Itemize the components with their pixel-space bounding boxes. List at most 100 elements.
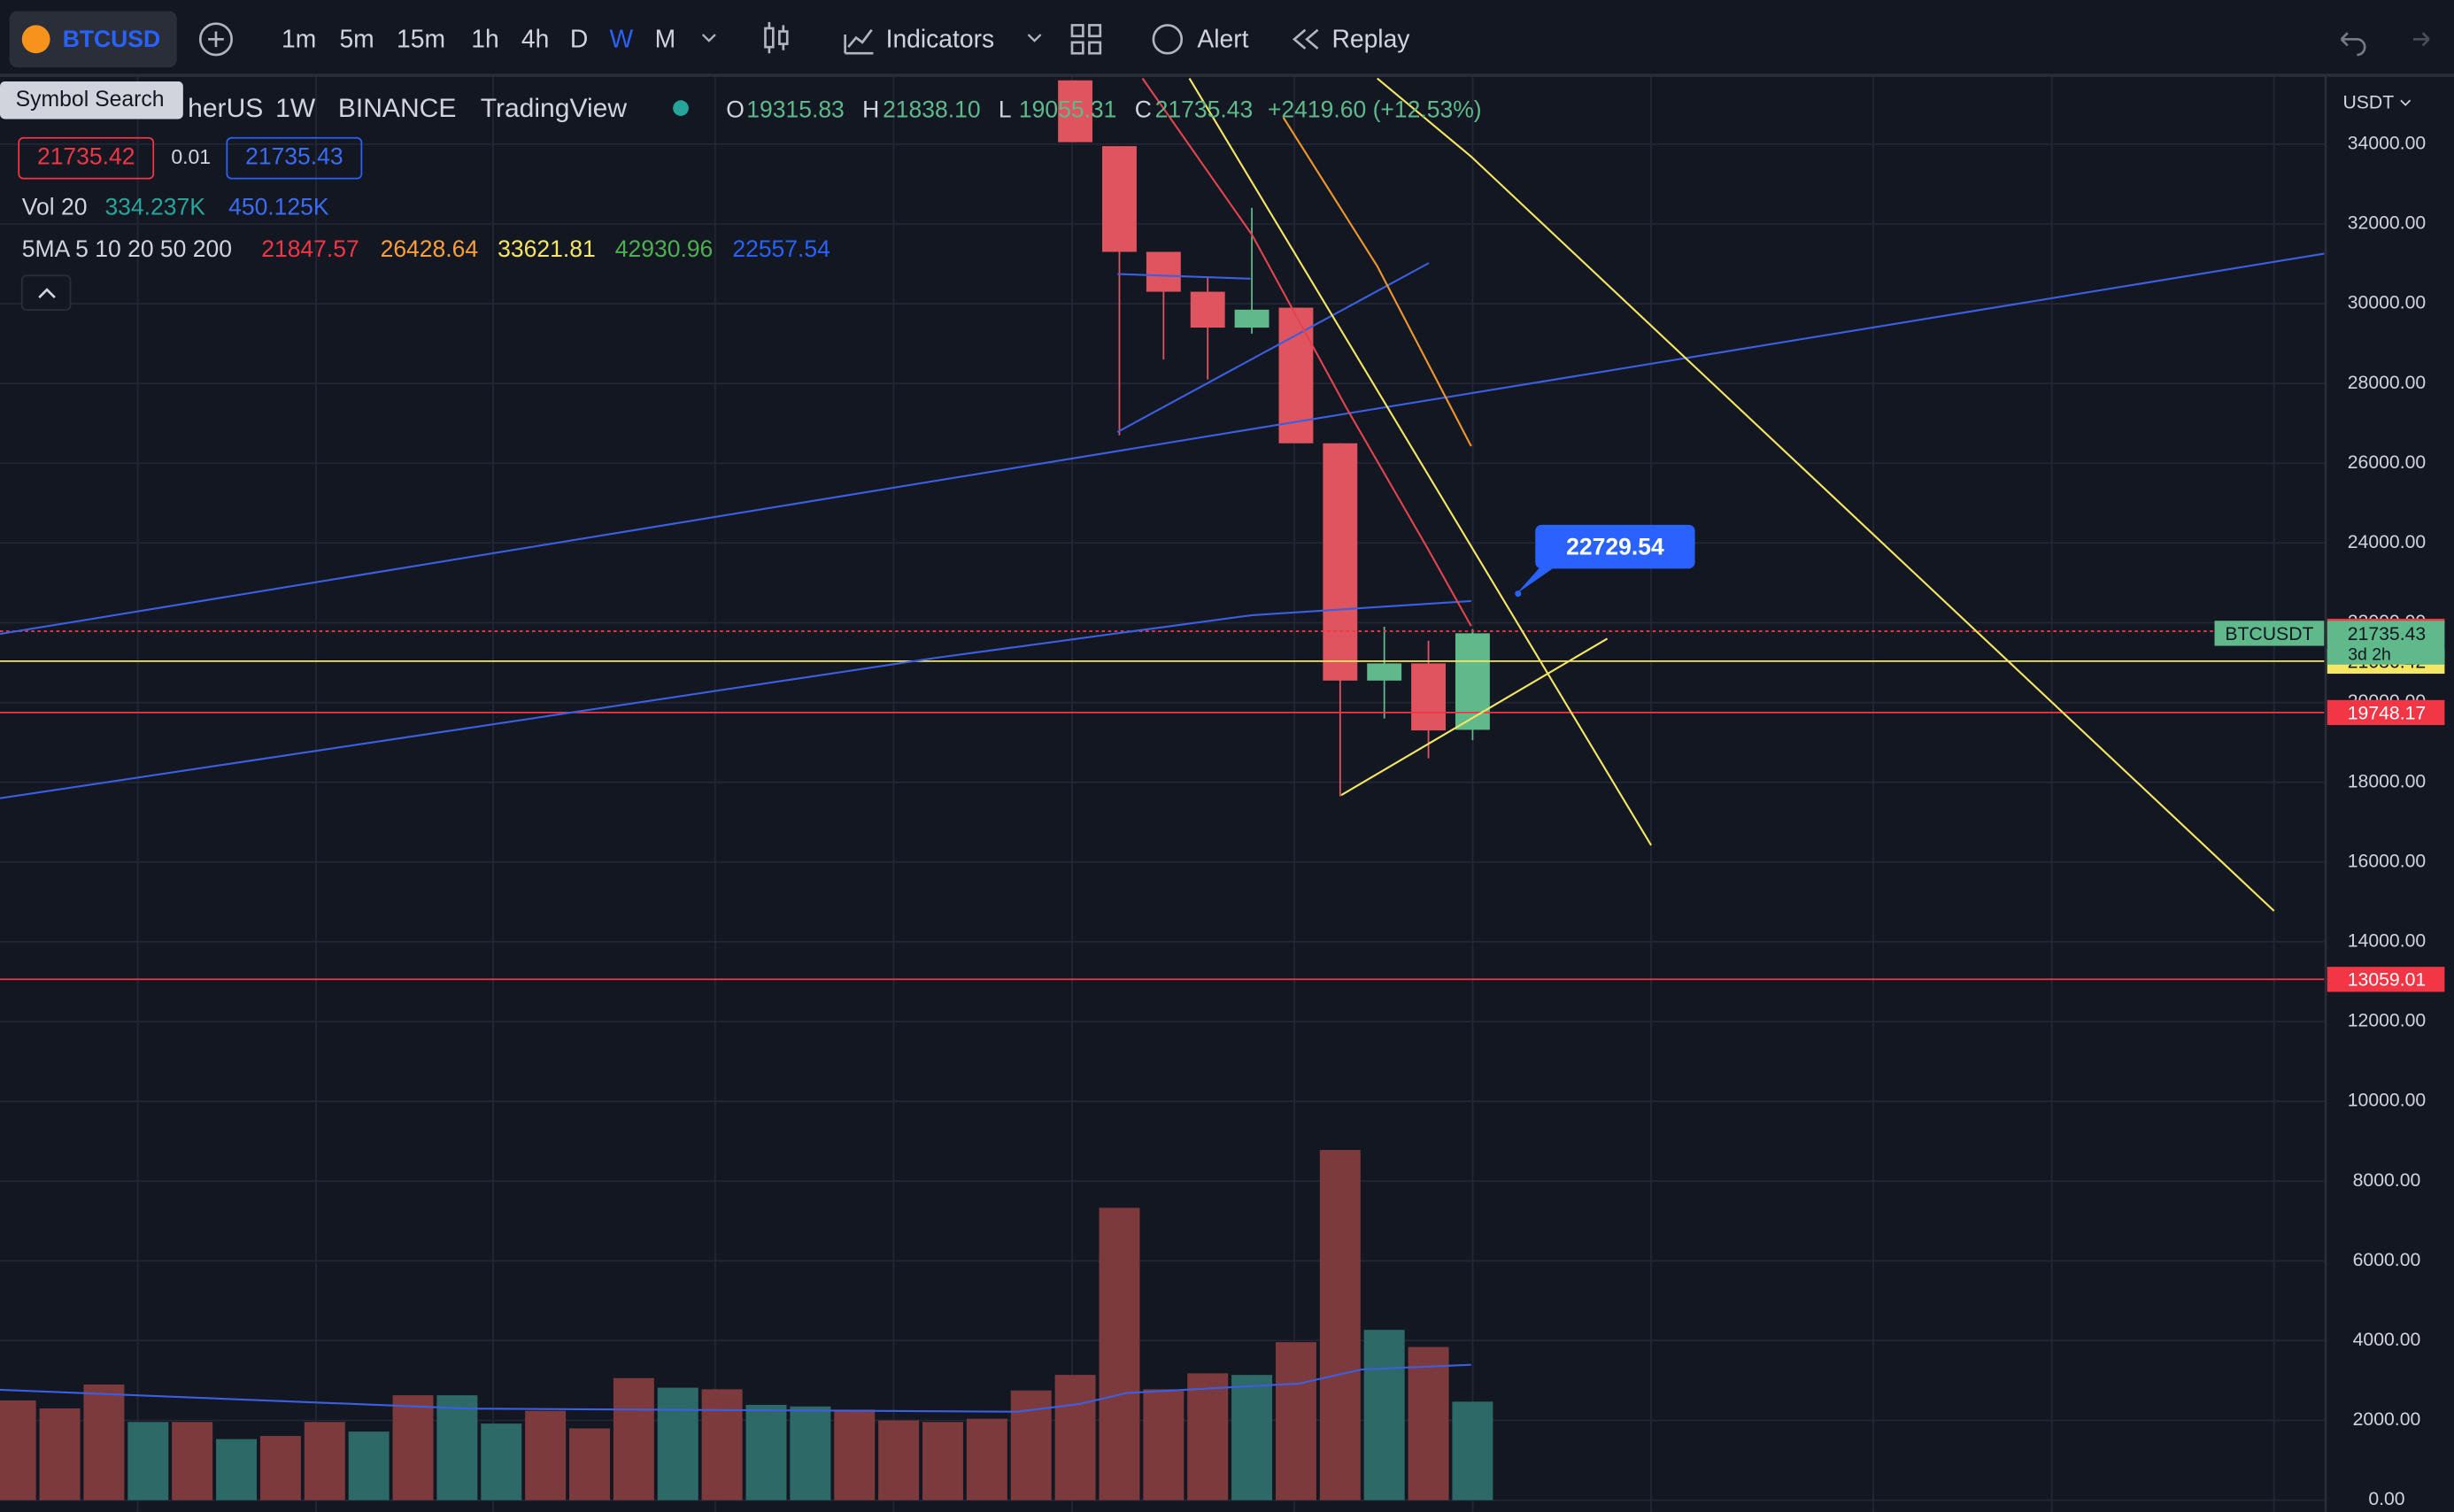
y-tick-label: 2000.00 [2353, 1409, 2421, 1430]
price-label-box [2327, 699, 2445, 726]
y-tick-label: 0.00 [2368, 1489, 2404, 1509]
spread: 0.01 [171, 145, 211, 168]
volume-legend-value: 334.237K [104, 193, 205, 220]
volume-bar [172, 1422, 213, 1500]
bid-box[interactable] [18, 136, 155, 180]
layout-button[interactable] [1070, 24, 1102, 55]
volume-bar [966, 1418, 1007, 1500]
indicators-dropdown[interactable] [1027, 34, 1042, 42]
collapse-icon [38, 288, 56, 298]
plus-icon [208, 31, 224, 48]
symbol-button[interactable] [9, 11, 177, 68]
redo-button[interactable] [2413, 32, 2430, 47]
timeframe[interactable]: 5m [339, 25, 374, 53]
symbol[interactable]: BTCUSD [63, 26, 160, 52]
volume-bar [613, 1377, 654, 1500]
chart-type-button[interactable] [764, 21, 789, 54]
candle-body [1058, 80, 1093, 143]
ohlc-key: L [999, 96, 1012, 123]
price-axis: 0.00 2000.00 4000.00 6000.00 8000.00 10000.00… [2214, 133, 2445, 1509]
toolbar [0, 0, 2454, 75]
volume-bar [1408, 1346, 1449, 1500]
timeframe[interactable]: 15m [397, 25, 445, 53]
volume-bar [83, 1384, 125, 1500]
timeframe[interactable]: 1h [471, 25, 498, 53]
volume-bar [216, 1439, 258, 1500]
alert-icon [1152, 24, 1184, 55]
callout-anchor [1515, 590, 1522, 598]
symbol-tag [2214, 621, 2325, 646]
volume-bar [525, 1410, 567, 1500]
y-tick-label: 12000.00 [2348, 1011, 2426, 1031]
ma-values: 21847.57 26428.64 33621.81 42930.96 22557.54 [261, 235, 830, 262]
y-tick-label: 6000.00 [2353, 1250, 2421, 1270]
source: TradingView [481, 94, 628, 123]
volume-bar [259, 1436, 301, 1500]
timeframe[interactable]: M [655, 25, 676, 53]
volume-bar [392, 1395, 434, 1500]
currency-dropdown[interactable] [2400, 99, 2412, 106]
price-label-box [2327, 967, 2445, 992]
currency[interactable]: USDT [2342, 92, 2394, 112]
volume-bar [790, 1406, 831, 1500]
volume-bar [1231, 1375, 1273, 1500]
ma-legend-label: 5MA 5 10 20 50 200 [22, 235, 232, 262]
candle-body [1146, 251, 1181, 292]
ma-line [1282, 117, 1472, 447]
tooltip-text: Symbol Search [16, 88, 165, 112]
symbol-tag-text: BTCUSDT [2225, 624, 2313, 644]
chart-layer: 22729.54 [0, 76, 2325, 1512]
trend-line [1377, 77, 2275, 912]
y-tick-label: 8000.00 [2353, 1170, 2421, 1191]
volume-bar [1143, 1389, 1185, 1500]
y-tick-label: 26000.00 [2348, 452, 2426, 473]
indicators-button[interactable]: Indicators [886, 25, 995, 53]
volume-bar [922, 1422, 963, 1500]
volume-bar [745, 1404, 787, 1500]
callout-box [1535, 524, 1695, 569]
timeframe[interactable]: 1m [282, 25, 316, 53]
candle-body [1367, 663, 1402, 681]
candle-body [1411, 663, 1447, 731]
trend-line [1188, 77, 1652, 846]
collapse-button[interactable] [20, 274, 72, 312]
trend-line [1116, 262, 1430, 433]
y-tick-label: 14000.00 [2348, 930, 2426, 951]
ma-value: 33621.81 [498, 235, 596, 262]
volume-bar [701, 1389, 743, 1500]
ma-line [1141, 77, 1472, 627]
y-tick-label: 18000.00 [2348, 771, 2426, 791]
timeframe[interactable]: 4h [521, 25, 549, 53]
ask-box[interactable] [226, 136, 363, 180]
candle-body [1455, 633, 1490, 730]
volume-bar [1187, 1373, 1229, 1500]
volume-bar [127, 1422, 169, 1500]
volume-bar [0, 1400, 36, 1500]
volume-bar [436, 1395, 478, 1500]
replay-icon [1292, 28, 1319, 50]
ohlc-value: 21735.43 [1155, 96, 1254, 123]
interval: 1W [275, 94, 316, 123]
compare-button[interactable] [198, 22, 233, 57]
volume-bar [569, 1428, 610, 1500]
ohlc-value: 21838.10 [883, 96, 981, 123]
y-tick-label: 16000.00 [2348, 851, 2426, 871]
volume-legend-label: Vol 20 [22, 193, 88, 220]
volume-bar [1010, 1390, 1052, 1500]
volume-legend-value: 450.125K [228, 193, 329, 220]
timeframe[interactable]: W [609, 25, 633, 53]
btc-icon [21, 25, 50, 54]
alert-button[interactable]: Alert [1197, 25, 1248, 53]
y-tick-label: 28000.00 [2348, 373, 2426, 393]
volume-bar [39, 1408, 81, 1500]
timeframe-dropdown[interactable] [701, 34, 716, 42]
undo-button[interactable] [2340, 32, 2366, 57]
replay-button[interactable]: Replay [1331, 25, 1410, 53]
volume-bar [1452, 1401, 1493, 1500]
volume-ma-line [0, 1363, 1471, 1413]
indicators-icon [844, 28, 874, 55]
timeframe[interactable]: D [570, 25, 588, 53]
